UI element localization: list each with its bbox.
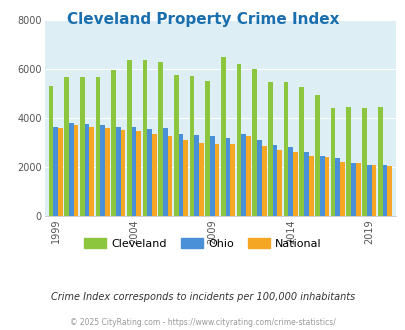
Bar [167, 136, 172, 216]
Bar [361, 108, 366, 216]
Bar [366, 165, 371, 216]
Bar [386, 166, 391, 216]
Text: © 2025 CityRating.com - https://www.cityrating.com/crime-statistics/: © 2025 CityRating.com - https://www.city… [70, 318, 335, 327]
Bar [131, 127, 136, 216]
Bar [136, 131, 141, 216]
Bar [120, 130, 125, 216]
Bar [53, 127, 58, 216]
Bar [198, 143, 203, 216]
Bar [100, 125, 105, 216]
Bar [314, 95, 319, 216]
Bar [220, 57, 225, 216]
Bar [350, 163, 355, 216]
Text: Crime Index corresponds to incidents per 100,000 inhabitants: Crime Index corresponds to incidents per… [51, 292, 354, 302]
Bar [382, 165, 386, 216]
Bar [236, 64, 241, 216]
Bar [256, 140, 261, 216]
Bar [69, 123, 73, 216]
Bar [241, 134, 245, 216]
Bar [225, 138, 230, 216]
Bar [142, 60, 147, 216]
Bar [152, 134, 156, 216]
Bar [96, 78, 100, 216]
Bar [335, 158, 339, 216]
Bar [292, 152, 297, 216]
Bar [272, 145, 277, 216]
Bar [261, 146, 266, 216]
Bar [116, 127, 120, 216]
Bar [319, 156, 324, 216]
Bar [73, 125, 78, 216]
Bar [127, 60, 131, 216]
Bar [89, 127, 94, 216]
Bar [324, 157, 328, 216]
Bar [111, 70, 116, 216]
Legend: Cleveland, Ohio, National: Cleveland, Ohio, National [79, 234, 326, 253]
Bar [288, 148, 292, 216]
Bar [80, 78, 84, 216]
Bar [105, 128, 109, 216]
Bar [245, 136, 250, 216]
Bar [209, 136, 214, 216]
Bar [299, 87, 303, 216]
Bar [283, 82, 288, 216]
Text: Cleveland Property Crime Index: Cleveland Property Crime Index [66, 12, 339, 26]
Bar [178, 134, 183, 216]
Bar [339, 162, 344, 216]
Bar [58, 128, 62, 216]
Bar [303, 152, 308, 216]
Bar [64, 78, 69, 216]
Bar [277, 150, 281, 216]
Bar [371, 165, 375, 216]
Bar [214, 144, 219, 216]
Bar [252, 69, 256, 216]
Bar [147, 129, 152, 216]
Bar [158, 61, 163, 216]
Bar [308, 156, 313, 216]
Bar [205, 81, 209, 216]
Bar [183, 140, 188, 216]
Bar [345, 107, 350, 216]
Bar [163, 128, 167, 216]
Bar [194, 135, 198, 216]
Bar [230, 144, 234, 216]
Bar [189, 76, 194, 216]
Bar [49, 86, 53, 216]
Bar [330, 108, 335, 216]
Bar [377, 107, 382, 216]
Bar [84, 124, 89, 216]
Bar [174, 75, 178, 216]
Bar [267, 82, 272, 216]
Bar [355, 163, 360, 216]
